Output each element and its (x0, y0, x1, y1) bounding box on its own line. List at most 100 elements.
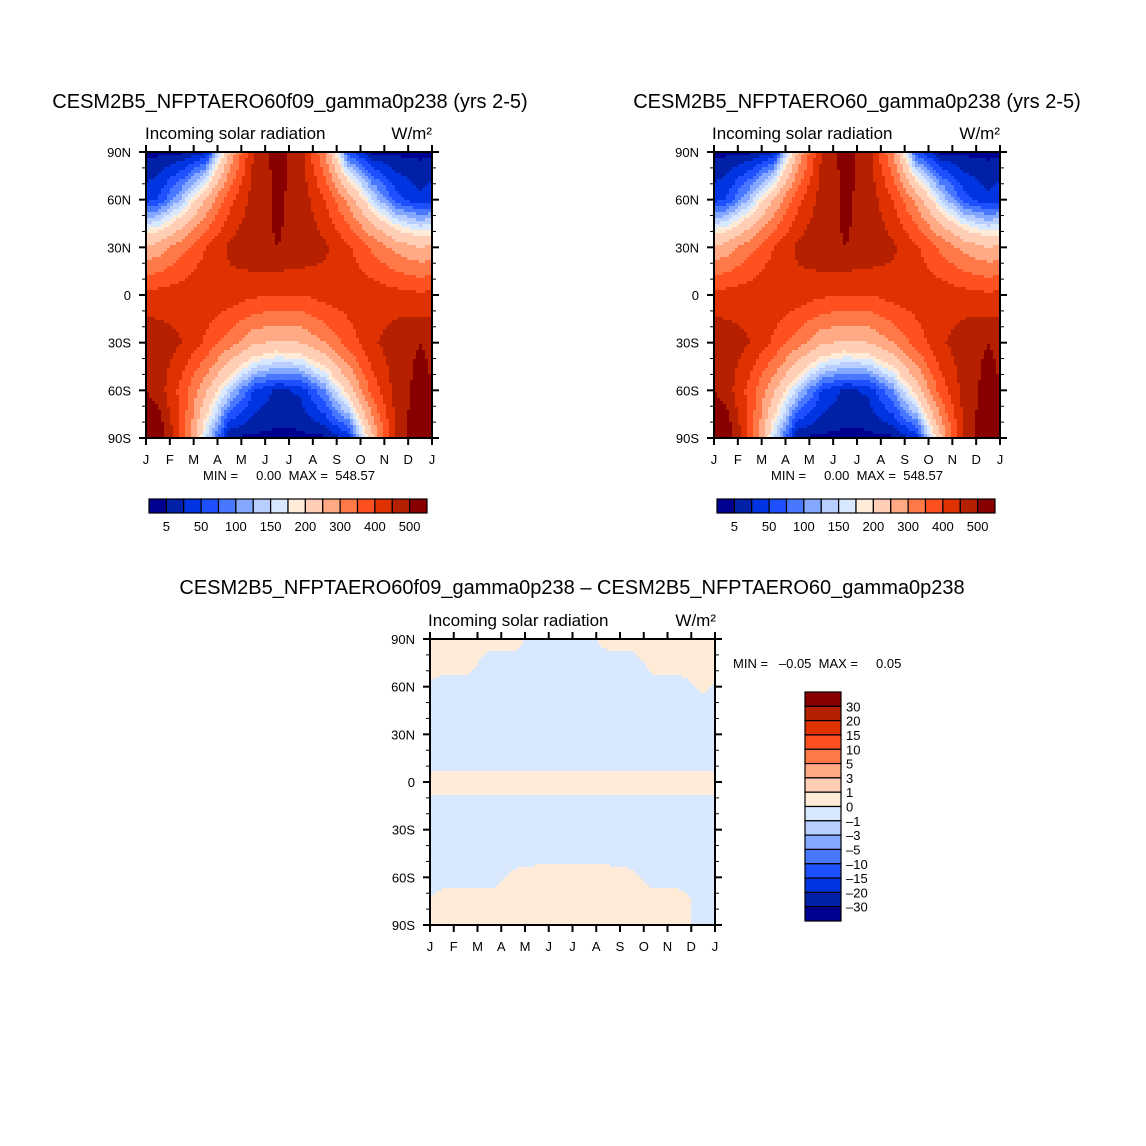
field-cell (326, 257, 357, 261)
field-cell (831, 404, 871, 408)
field-cell (371, 182, 384, 186)
field-cell (197, 224, 210, 228)
field-cell (314, 218, 333, 222)
field-cell (218, 341, 240, 345)
field-cell (933, 410, 940, 414)
field-cell (179, 434, 186, 438)
field-cell (885, 224, 904, 228)
field-cell (170, 413, 180, 417)
field-cell (765, 209, 778, 213)
field-cell (230, 359, 249, 363)
field-cell (915, 242, 934, 246)
field-cell (870, 398, 880, 402)
field-cell (371, 428, 378, 432)
field-cell (371, 209, 378, 213)
field-cell (341, 179, 348, 183)
field-cell (209, 227, 222, 231)
field-cell (215, 200, 225, 204)
field-cell (410, 389, 432, 393)
field-cell (759, 434, 766, 438)
field-cell (921, 254, 943, 258)
field-cell (852, 203, 880, 207)
field-cell (356, 428, 360, 432)
field-cell (224, 182, 234, 186)
field-cell (924, 329, 952, 333)
field-cell (371, 197, 378, 201)
field-cell (759, 245, 775, 249)
field-cell (783, 170, 793, 174)
field-cell (780, 176, 790, 180)
field-cell (771, 359, 787, 363)
field-cell (876, 188, 889, 192)
field-cell (442, 888, 680, 892)
colorbar-box (165, 498, 185, 514)
field-cell (852, 200, 880, 204)
field-cell (978, 389, 1000, 393)
field-cell (789, 173, 796, 177)
field-cell (272, 212, 285, 216)
field-cell (933, 434, 937, 438)
field-cell (374, 176, 387, 180)
field-cell (326, 323, 354, 327)
field-cell (257, 365, 306, 369)
colorbar-label: –5 (846, 842, 860, 857)
field-cell (200, 383, 213, 387)
field-cell (918, 209, 931, 213)
field-cell (236, 404, 249, 408)
field-cell (930, 239, 946, 243)
field-cell (933, 353, 952, 357)
field-cell (233, 203, 249, 207)
field-cell (161, 239, 183, 243)
field-cell (918, 320, 961, 324)
field-cell (795, 245, 898, 249)
field-cell (212, 422, 216, 426)
field-cell (230, 185, 240, 189)
field-cell (368, 419, 375, 423)
field-cell (338, 392, 342, 396)
field-cell (774, 374, 787, 378)
field-cell (924, 176, 931, 180)
field-cell (299, 341, 327, 345)
field-cell (218, 209, 231, 213)
field-cell (771, 179, 778, 183)
field-cell (335, 389, 342, 393)
field-cell (407, 410, 433, 414)
field-cell (365, 377, 378, 381)
field-cell (329, 215, 345, 219)
field-cell (813, 170, 820, 174)
field-cell (224, 170, 231, 174)
field-cell (362, 419, 369, 423)
field-cell (430, 864, 536, 868)
field-cell (353, 212, 363, 216)
field-cell (419, 158, 423, 162)
field-cell (430, 651, 488, 655)
field-cell (389, 425, 396, 429)
field-cell (762, 200, 772, 204)
field-cell (882, 365, 895, 369)
field-cell (386, 209, 393, 213)
field-cell (975, 221, 1001, 225)
field-cell (714, 341, 751, 345)
field-cell (293, 362, 309, 366)
field-cell (921, 386, 928, 390)
field-cell (173, 353, 192, 357)
field-cell (377, 428, 384, 432)
field-cell (176, 260, 201, 264)
field-cell (915, 173, 922, 177)
x-tick-label: O (923, 452, 933, 467)
field-cell (957, 200, 964, 204)
field-cell (783, 185, 793, 189)
field-cell (723, 215, 733, 219)
field-cell (430, 648, 518, 652)
field-cell (362, 392, 372, 396)
field-cell (173, 203, 183, 207)
field-cell (918, 416, 922, 420)
field-cell (389, 179, 411, 183)
field-cell (146, 335, 180, 339)
field-cell (185, 365, 201, 369)
field-cell (368, 356, 387, 360)
field-cell (855, 176, 874, 180)
field-cell (939, 173, 952, 177)
field-cell (924, 410, 934, 414)
field-cell (155, 176, 171, 180)
